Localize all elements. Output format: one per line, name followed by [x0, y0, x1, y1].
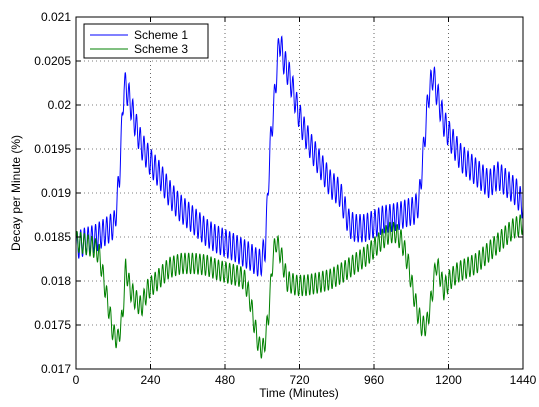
y-tick-label: 0.0205: [34, 54, 71, 68]
y-axis-label: Decay per Minute (%): [9, 135, 23, 251]
series-line-scheme-1: [75, 35, 524, 278]
x-axis-label: Time (Minutes): [259, 386, 339, 400]
x-tick-label: 1200: [435, 373, 462, 387]
legend-label-scheme-1: Scheme 1: [134, 28, 188, 42]
x-tick-label: 480: [215, 373, 235, 387]
y-tick-label: 0.019: [41, 186, 71, 200]
x-tick-label: 1440: [510, 373, 537, 387]
x-tick-label: 960: [364, 373, 384, 387]
series-lines: [75, 35, 524, 359]
ticks: 0 240 480 720 960 1200 1440 0.017 0.0175 0.018 0.0…: [34, 10, 536, 387]
y-tick-label: 0.02: [48, 98, 72, 112]
x-tick-label: 720: [289, 373, 309, 387]
y-tick-label: 0.021: [41, 10, 71, 24]
legend-box: [83, 23, 209, 59]
x-tick-label: 0: [73, 373, 80, 387]
y-tick-label: 0.018: [41, 274, 71, 288]
y-tick-label: 0.0185: [34, 230, 71, 244]
y-tick-label: 0.017: [41, 362, 71, 376]
y-tick-label: 0.0175: [34, 318, 71, 332]
y-tick-label: 0.0195: [34, 142, 71, 156]
series-line-scheme-3: [75, 214, 524, 359]
x-tick-label: 240: [140, 373, 160, 387]
legend: Scheme 1 Scheme 3: [83, 23, 209, 59]
legend-label-scheme-3: Scheme 3: [134, 42, 188, 56]
